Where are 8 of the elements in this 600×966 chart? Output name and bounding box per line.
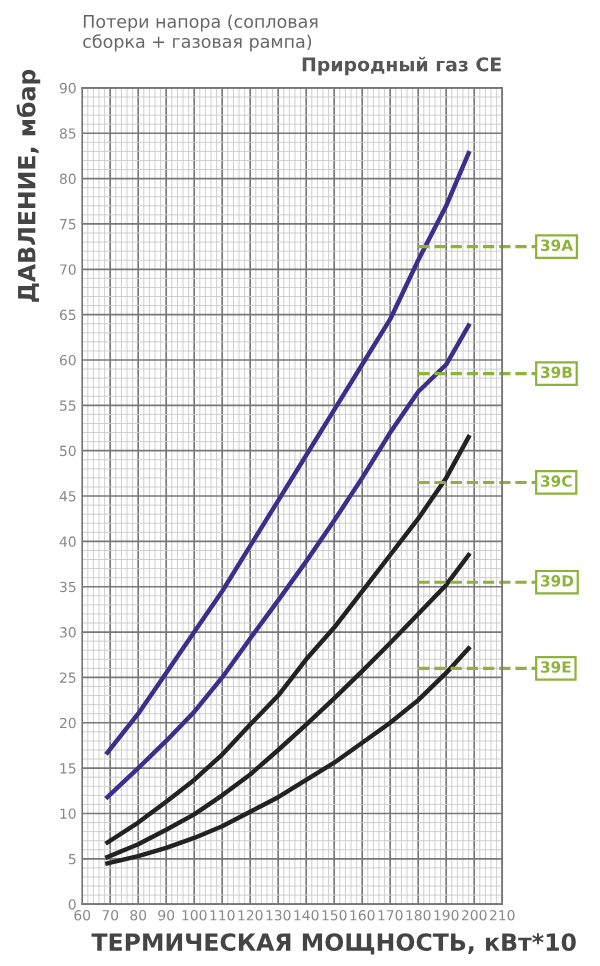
- x-axis-title: ТЕРМИЧЕСКАЯ МОЩНОСТЬ, кВт*10: [91, 933, 576, 955]
- line-series: [105, 323, 471, 800]
- chart-subtitle: Потери напора (сопловая сборка + газовая рампа): [83, 14, 318, 52]
- line-series: [105, 150, 471, 755]
- y-axis-title: ДАВЛЕНИЕ, мбар: [16, 69, 41, 302]
- line-series: [105, 434, 471, 845]
- chart-title: Природный газ CE: [302, 56, 501, 76]
- line-series: [105, 552, 471, 860]
